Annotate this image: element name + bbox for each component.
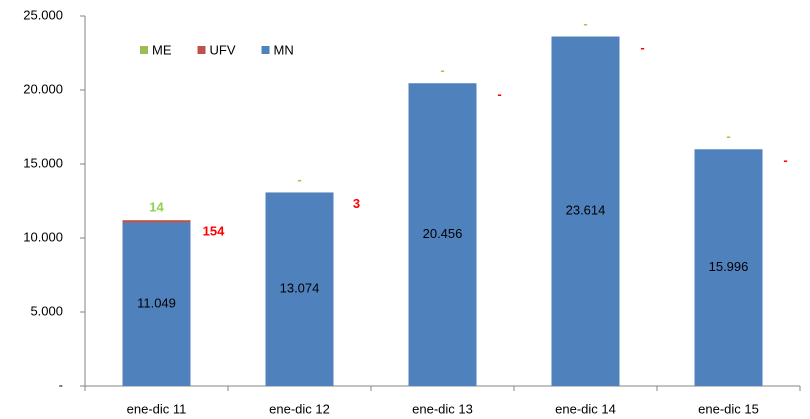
x-tick-label: ene-dic 15 xyxy=(698,401,759,416)
legend-label: ME xyxy=(152,42,172,57)
data-label: - xyxy=(583,16,587,31)
x-tick-label: ene-dic 14 xyxy=(555,401,616,416)
bar-segment xyxy=(551,36,620,387)
data-label: - xyxy=(297,172,301,187)
data-label: 11.049 xyxy=(137,296,176,311)
data-label: 14 xyxy=(149,199,164,214)
data-label: 13.074 xyxy=(280,281,320,296)
x-tick-label: ene-dic 11 xyxy=(127,401,187,416)
bar-segment xyxy=(122,220,191,223)
y-tick-label: 5.000 xyxy=(30,303,63,318)
x-tick-label: ene-dic 12 xyxy=(269,401,330,416)
legend-swatch xyxy=(197,46,206,54)
y-tick-label: 20.000 xyxy=(23,81,63,96)
legend-label: MN xyxy=(274,42,294,57)
data-label: 23.614 xyxy=(566,203,606,218)
y-tick-label: 25.000 xyxy=(23,7,63,22)
y-tick-label: 15.000 xyxy=(23,155,63,170)
data-label: 20.456 xyxy=(423,226,463,241)
data-label: - xyxy=(640,40,644,55)
bar-segment xyxy=(408,83,477,387)
data-label: 154 xyxy=(203,223,225,238)
data-label: - xyxy=(783,153,787,168)
data-label: - xyxy=(440,63,444,78)
legend-swatch xyxy=(140,46,148,54)
y-tick-label: - xyxy=(59,377,63,392)
bar-segment xyxy=(122,222,191,386)
data-label: 15.996 xyxy=(709,259,749,274)
y-tick-label: 10.000 xyxy=(23,229,63,244)
x-tick-label: ene-dic 13 xyxy=(412,401,473,416)
bar-segment xyxy=(694,149,763,386)
legend-swatch xyxy=(261,46,270,54)
data-label: - xyxy=(726,129,730,144)
data-label: - xyxy=(497,87,501,102)
legend-label: UFV xyxy=(210,42,236,57)
data-label: 3 xyxy=(353,196,360,211)
bar-segment xyxy=(265,192,334,386)
